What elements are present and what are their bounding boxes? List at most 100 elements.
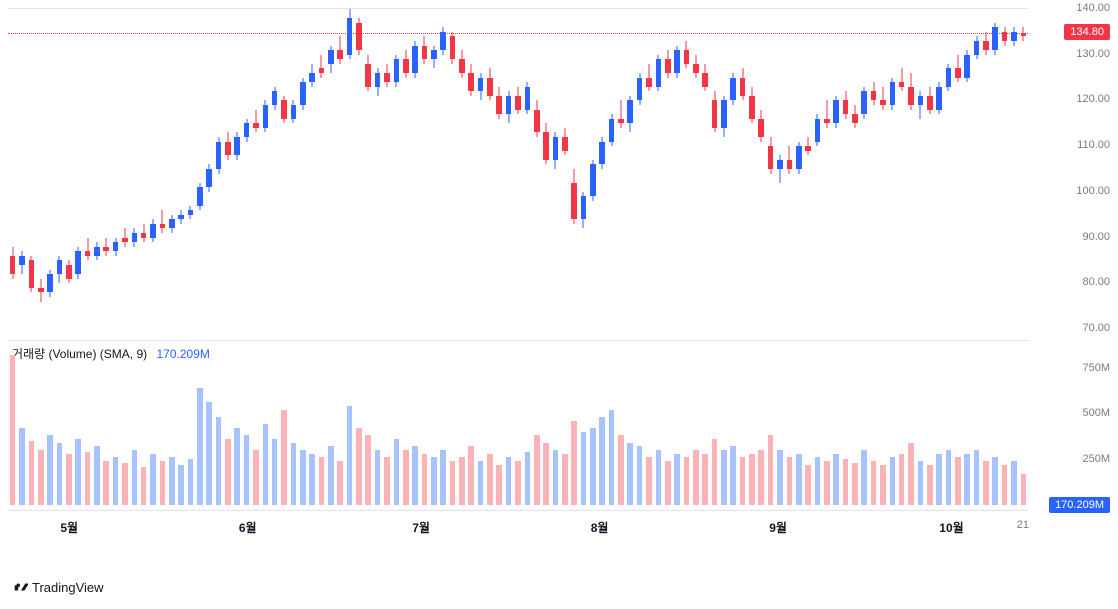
volume-bar[interactable]: [188, 459, 194, 505]
volume-bar[interactable]: [815, 457, 821, 505]
price-y-axis[interactable]: 134.80 70.0080.0090.00100.00110.00120.00…: [1030, 8, 1110, 328]
candle[interactable]: [936, 9, 942, 328]
volume-bar[interactable]: [150, 454, 156, 505]
volume-bar[interactable]: [263, 424, 269, 505]
candle[interactable]: [562, 9, 568, 328]
volume-bar[interactable]: [337, 461, 343, 505]
volume-bar[interactable]: [450, 461, 456, 505]
candle[interactable]: [422, 9, 428, 328]
volume-bar[interactable]: [431, 457, 437, 505]
volume-bar[interactable]: [440, 450, 446, 505]
volume-bar[interactable]: [571, 421, 577, 505]
candle[interactable]: [150, 9, 156, 328]
volume-bar[interactable]: [169, 457, 175, 505]
candle[interactable]: [188, 9, 194, 328]
candle[interactable]: [992, 9, 998, 328]
volume-y-axis[interactable]: 170.209M 250M500M750M: [1030, 340, 1110, 505]
volume-bar[interactable]: [300, 450, 306, 505]
candle[interactable]: [974, 9, 980, 328]
candle[interactable]: [581, 9, 587, 328]
candle[interactable]: [590, 9, 596, 328]
volume-bar[interactable]: [1011, 461, 1017, 505]
candle[interactable]: [440, 9, 446, 328]
candle[interactable]: [253, 9, 259, 328]
volume-bar[interactable]: [319, 457, 325, 505]
volume-bar[interactable]: [216, 417, 222, 505]
candle[interactable]: [843, 9, 849, 328]
volume-bar[interactable]: [749, 454, 755, 505]
candle[interactable]: [281, 9, 287, 328]
tradingview-logo[interactable]: TradingView: [12, 579, 104, 595]
candle[interactable]: [75, 9, 81, 328]
volume-bar[interactable]: [347, 406, 353, 505]
volume-bar[interactable]: [936, 454, 942, 505]
volume-bar[interactable]: [918, 461, 924, 505]
volume-bar[interactable]: [47, 435, 53, 505]
volume-bar[interactable]: [459, 457, 465, 505]
candle[interactable]: [749, 9, 755, 328]
candle[interactable]: [132, 9, 138, 328]
candle[interactable]: [1021, 9, 1027, 328]
candle[interactable]: [394, 9, 400, 328]
candle[interactable]: [618, 9, 624, 328]
candle[interactable]: [1002, 9, 1008, 328]
candle[interactable]: [553, 9, 559, 328]
candle[interactable]: [375, 9, 381, 328]
candle[interactable]: [506, 9, 512, 328]
volume-bar[interactable]: [19, 428, 25, 505]
volume-bar[interactable]: [796, 454, 802, 505]
candle[interactable]: [824, 9, 830, 328]
candle[interactable]: [918, 9, 924, 328]
price-chart-area[interactable]: [8, 8, 1028, 328]
candle[interactable]: [758, 9, 764, 328]
candle[interactable]: [178, 9, 184, 328]
volume-bar[interactable]: [609, 410, 615, 505]
candle[interactable]: [656, 9, 662, 328]
volume-bar[interactable]: [365, 435, 371, 505]
candle[interactable]: [609, 9, 615, 328]
candle[interactable]: [815, 9, 821, 328]
candle[interactable]: [627, 9, 633, 328]
candle[interactable]: [768, 9, 774, 328]
candle[interactable]: [871, 9, 877, 328]
candle[interactable]: [47, 9, 53, 328]
candle[interactable]: [543, 9, 549, 328]
volume-bar[interactable]: [758, 450, 764, 505]
volume-bar[interactable]: [478, 461, 484, 505]
candle[interactable]: [66, 9, 72, 328]
volume-bar[interactable]: [66, 454, 72, 505]
candle[interactable]: [964, 9, 970, 328]
candle[interactable]: [337, 9, 343, 328]
candle[interactable]: [796, 9, 802, 328]
candle[interactable]: [57, 9, 63, 328]
volume-bar[interactable]: [908, 443, 914, 505]
candle[interactable]: [890, 9, 896, 328]
candle[interactable]: [347, 9, 353, 328]
volume-bar[interactable]: [272, 439, 278, 505]
volume-bar[interactable]: [57, 443, 63, 505]
candle[interactable]: [721, 9, 727, 328]
volume-bar[interactable]: [141, 467, 147, 506]
candle[interactable]: [712, 9, 718, 328]
volume-bar[interactable]: [805, 465, 811, 505]
volume-bar[interactable]: [375, 450, 381, 505]
volume-bar[interactable]: [225, 439, 231, 505]
candle[interactable]: [927, 9, 933, 328]
volume-bar[interactable]: [983, 461, 989, 505]
volume-bar[interactable]: [468, 446, 474, 505]
candle[interactable]: [225, 9, 231, 328]
volume-bar[interactable]: [291, 443, 297, 505]
volume-bar[interactable]: [234, 428, 240, 505]
volume-bar[interactable]: [94, 446, 100, 505]
volume-bar[interactable]: [824, 461, 830, 505]
volume-bar[interactable]: [384, 457, 390, 505]
candle[interactable]: [1011, 9, 1017, 328]
candle[interactable]: [206, 9, 212, 328]
volume-bar[interactable]: [29, 441, 35, 505]
volume-bar[interactable]: [955, 457, 961, 505]
volume-bar[interactable]: [927, 465, 933, 505]
volume-bar[interactable]: [487, 454, 493, 505]
candle[interactable]: [702, 9, 708, 328]
candle[interactable]: [384, 9, 390, 328]
volume-bar[interactable]: [85, 452, 91, 505]
